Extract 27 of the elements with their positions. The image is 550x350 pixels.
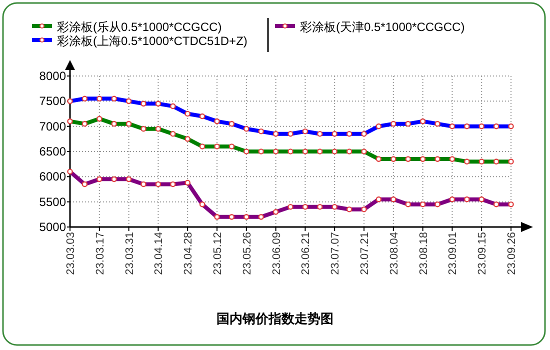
x-tick-label: 23.04.14 — [153, 232, 166, 275]
y-tick-label: 5500 — [39, 194, 66, 209]
y-tick-label: 5000 — [39, 220, 66, 234]
x-tick-label: 23.07.07 — [330, 232, 342, 275]
legend-label: 彩涂板(天津0.5*1000*CCGCC) — [300, 20, 465, 34]
legend-label: 彩涂板(乐从0.5*1000*CCGCC) — [57, 20, 222, 34]
x-tick-label: 23.04.28 — [182, 232, 195, 275]
x-tick-label: 23.03.17 — [94, 232, 106, 275]
x-tick-label: 23.03.31 — [124, 232, 136, 275]
text: 国内钢价指数走势图 — [216, 311, 334, 326]
x-tick-label: 23.08.04 — [388, 232, 400, 275]
x-tick-label: 23.07.21 — [359, 232, 371, 275]
legend-label: 彩涂板(上海0.5*1000*CTDC51D+Z) — [57, 34, 248, 48]
x-tick-label: 23.06.21 — [300, 232, 312, 275]
y-tick-label: 6000 — [39, 170, 66, 184]
x-tick-label: 23.06.09 — [270, 232, 283, 275]
y-tick-label: 7000 — [39, 119, 66, 134]
y-tick-label: 7500 — [39, 94, 66, 108]
x-tick-label: 23.05.12 — [212, 232, 224, 275]
x-tick-label: 23.09.26 — [506, 232, 518, 275]
x-tick-label: 23.05.26 — [241, 232, 254, 275]
x-tick-label: 23.08.18 — [418, 232, 430, 275]
x-tick-label: 23.03.03 — [65, 232, 77, 275]
x-tick-label: 23.09.01 — [447, 232, 460, 275]
y-tick-label: 8000 — [39, 69, 66, 83]
x-tick-label: 23.09.15 — [476, 232, 489, 275]
y-tick-label: 6500 — [39, 144, 66, 158]
